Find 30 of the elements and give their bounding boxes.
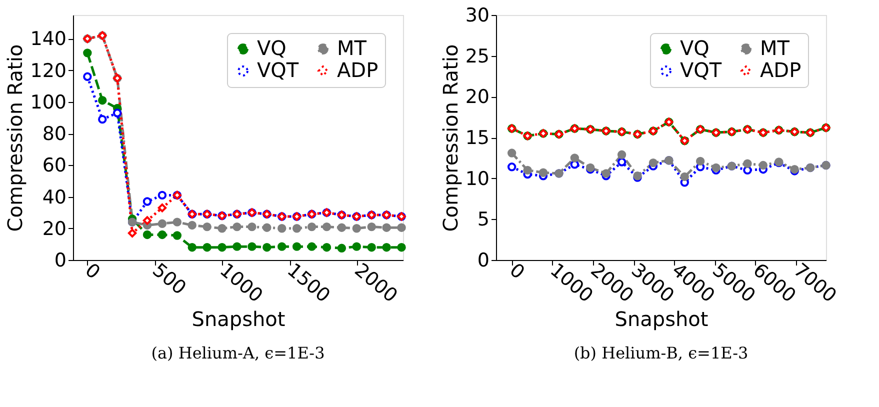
legend-label: VQ — [257, 36, 286, 60]
x-tick-label: 500 — [148, 259, 190, 300]
legend-label: VQ — [680, 36, 710, 60]
y-tick-label: 5 — [477, 208, 490, 231]
y-tick-label: 120 — [30, 60, 66, 82]
y-axis-title: Compression Ratio — [3, 44, 28, 232]
x-axis-title: Snapshot — [192, 307, 286, 332]
text: (b) Helium-B, ϵ=1E-3 — [574, 344, 748, 363]
y-tick-label: 10 — [465, 168, 490, 190]
x-tick-label: 0 — [80, 259, 104, 284]
y-tick-label: 80 — [42, 123, 66, 146]
legend-label: VQT — [257, 58, 300, 82]
y-tick-label: 20 — [42, 218, 66, 240]
y-tick-label: 140 — [30, 28, 66, 50]
y-tick-label: 60 — [42, 154, 66, 177]
y-tick-label: 25 — [465, 45, 490, 68]
legend-label: MT — [337, 36, 368, 60]
legend-label: MT — [760, 36, 790, 60]
legend-label: ADP — [337, 58, 378, 82]
text: (a) Helium-A, ϵ=1E-3 — [151, 344, 325, 363]
x-tick-label: 0 — [505, 259, 529, 284]
y-tick-label: 15 — [465, 127, 490, 149]
y-tick-label: 20 — [465, 86, 490, 108]
y-tick-label: 30 — [465, 4, 490, 26]
legend-label: VQT — [680, 58, 722, 82]
y-axis-title: Compression Ratio — [438, 44, 462, 232]
y-tick-label: 100 — [30, 91, 66, 114]
x-axis-title: Snapshot — [614, 307, 708, 332]
y-tick-label: 40 — [42, 186, 66, 208]
legend-label: ADP — [760, 58, 802, 82]
